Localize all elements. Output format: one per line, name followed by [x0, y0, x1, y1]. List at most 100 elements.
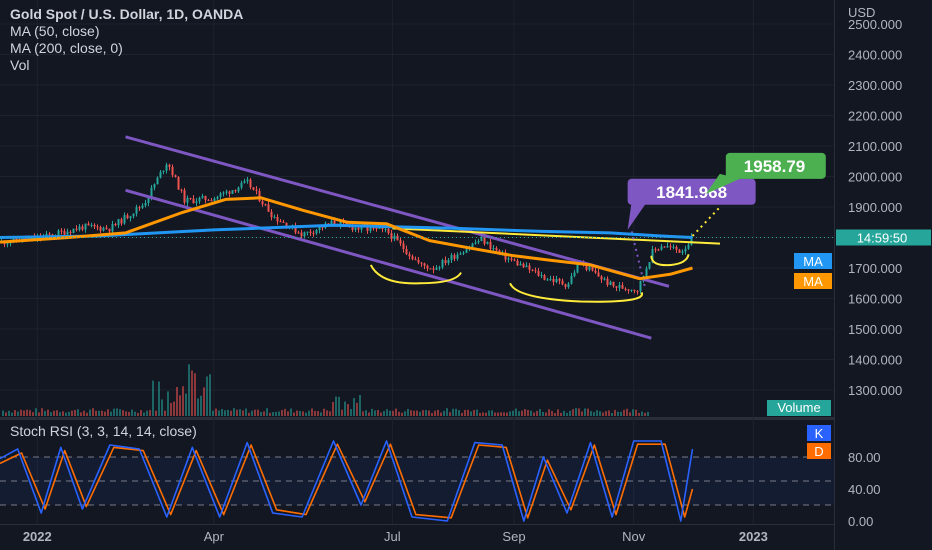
ma50-line[interactable] — [0, 196, 693, 281]
stoch-rsi-legend[interactable]: Stoch RSI (3, 3, 14, 14, close) — [10, 423, 197, 439]
volume-bar — [410, 410, 412, 416]
volume-bar — [401, 412, 403, 416]
volume-bar — [590, 411, 592, 416]
candle — [60, 230, 63, 232]
volume-bar — [47, 409, 49, 416]
volume-bar — [296, 410, 298, 416]
legend-title: Gold Spot / U.S. Dollar, 1D, OANDA — [10, 6, 244, 22]
volume-bar — [464, 409, 466, 416]
candle — [99, 227, 102, 231]
candle — [327, 223, 330, 225]
ma200-tag[interactable]: MA — [794, 253, 832, 269]
volume-bar — [611, 412, 613, 416]
stoch-tick-label: 0.00 — [848, 514, 873, 529]
candle — [303, 232, 306, 237]
candle — [261, 201, 264, 205]
candle — [69, 231, 72, 233]
volume-bar — [308, 410, 310, 416]
candle — [351, 225, 354, 230]
volume-bar — [524, 409, 526, 416]
candle — [321, 226, 324, 228]
candle — [228, 191, 231, 194]
volume-bar — [290, 408, 292, 416]
bracket-small[interactable] — [650, 253, 690, 267]
price-tick-label: 2400.000 — [848, 48, 902, 63]
legend-ma50[interactable]: MA (50, close) — [10, 23, 100, 39]
ma200-line[interactable] — [0, 223, 693, 239]
last-price-tag[interactable]: 14:59:50 — [836, 229, 931, 246]
legend-ma200[interactable]: MA (200, close, 0) — [10, 40, 123, 56]
ma50-tag[interactable]: MA — [794, 273, 832, 289]
candle — [651, 249, 654, 263]
volume-bar — [332, 401, 334, 416]
volume-bar — [119, 409, 121, 416]
candle — [459, 253, 462, 255]
candle — [249, 179, 252, 188]
volume-bar — [572, 409, 574, 416]
stoch-k-tag[interactable]: K — [807, 425, 831, 441]
candle — [387, 228, 390, 234]
volume-bar — [194, 373, 196, 416]
bracket-right[interactable] — [509, 282, 643, 303]
volume-bar — [191, 370, 193, 416]
volume-bar — [551, 411, 553, 416]
stoch-pane[interactable] — [0, 421, 834, 524]
volume-bar — [233, 408, 235, 416]
time-tick-label: 2022 — [23, 529, 52, 544]
volume-bar — [287, 411, 289, 416]
candle — [525, 265, 528, 268]
volume-bar — [629, 412, 631, 416]
callout-1958[interactable]: 1958.79 — [705, 152, 826, 194]
volume-bar — [374, 410, 376, 416]
volume-bar — [383, 411, 385, 416]
channel-line-2[interactable] — [125, 188, 652, 340]
candle — [480, 236, 483, 241]
candle — [477, 240, 480, 243]
projection-up[interactable] — [691, 206, 721, 237]
candle — [378, 227, 381, 229]
stoch-d-tag[interactable]: D — [807, 443, 831, 459]
candle — [102, 227, 105, 231]
stoch-k-line[interactable] — [0, 440, 694, 522]
candle — [621, 285, 624, 289]
volume-bar — [95, 410, 97, 416]
callout-pointer — [627, 201, 646, 230]
volume-bar — [368, 412, 370, 416]
stoch-d-line[interactable] — [0, 443, 694, 519]
candle — [177, 176, 180, 190]
volume-bar — [314, 410, 316, 416]
volume-bar — [77, 409, 79, 416]
candle — [516, 260, 519, 266]
volume-bar — [20, 409, 22, 416]
neckline[interactable] — [392, 227, 721, 245]
volume-bar — [8, 410, 10, 416]
volume-bar — [626, 408, 628, 416]
candle — [216, 196, 219, 199]
time-tick-label: Nov — [622, 529, 646, 544]
volume-tag[interactable]: Volume — [767, 400, 831, 416]
bracket-left[interactable] — [369, 264, 462, 285]
volume-bar — [560, 412, 562, 416]
candle — [300, 232, 303, 237]
volume-bar — [299, 410, 301, 416]
volume-bar — [452, 408, 454, 416]
candle — [627, 289, 630, 291]
candle — [93, 224, 96, 227]
volume-bar — [128, 411, 130, 416]
volume-bar — [230, 410, 232, 416]
volume-bar — [209, 374, 211, 416]
time-axis[interactable]: 2022 Apr Jul Sep Nov 2023 — [23, 529, 768, 544]
price-tick-label: 2300.000 — [848, 78, 902, 93]
candle — [87, 223, 90, 226]
candle — [273, 216, 276, 218]
volume-bar — [50, 412, 52, 416]
channel-line-1[interactable] — [125, 135, 670, 288]
volume-bar — [56, 410, 58, 416]
candle — [246, 179, 249, 182]
volume-bar — [101, 410, 103, 416]
volume-bar — [32, 412, 34, 416]
legend-vol[interactable]: Vol — [10, 57, 30, 73]
volume-bar — [284, 408, 286, 416]
